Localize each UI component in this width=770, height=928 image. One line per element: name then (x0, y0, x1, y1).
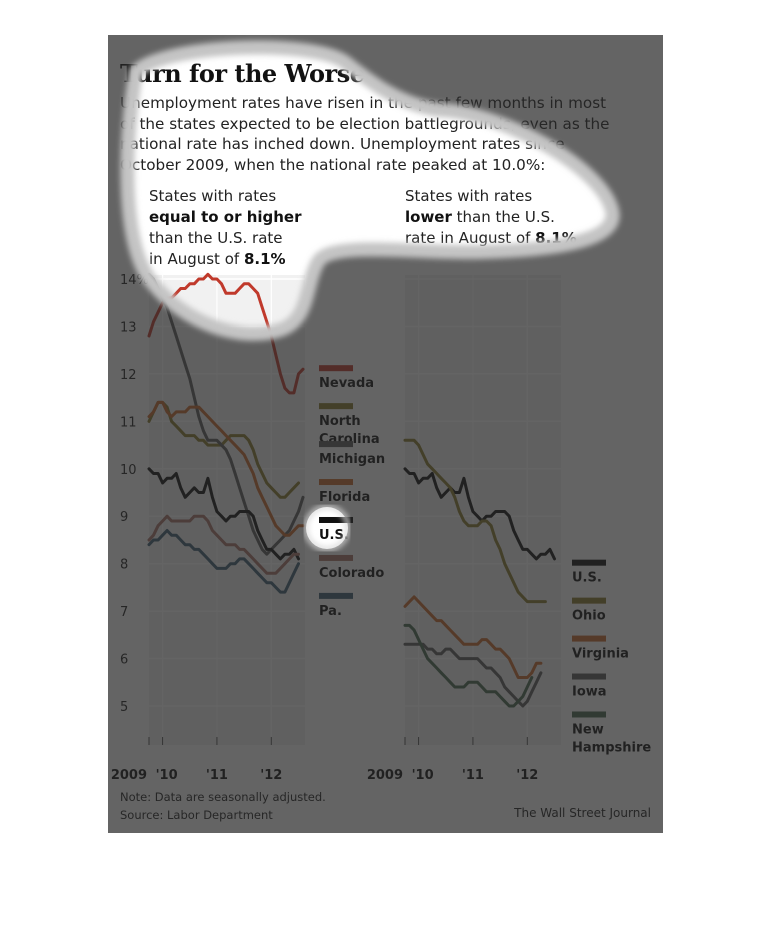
source-text: Source: Labor Department (120, 808, 273, 822)
legend-label: Virginia (572, 647, 629, 662)
chart-subtitle: Unemployment rates have risen in the pas… (120, 94, 610, 174)
y-tick-label: 13 (120, 320, 137, 335)
legend-swatch (572, 673, 606, 680)
group-label-bold: equal to or higher (149, 208, 302, 226)
x-tick-label: 2009 (367, 768, 403, 783)
legend-label: Pa. (319, 604, 342, 619)
legend-swatch (572, 597, 606, 604)
y-tick-label: 14% (120, 273, 149, 288)
legend-label: Colorado (319, 566, 384, 581)
legend-swatch (319, 554, 353, 561)
legend-label: Michigan (319, 452, 385, 467)
legend-label: Ohio (572, 609, 606, 624)
legend-label: Florida (319, 490, 370, 505)
footnote: Note: Data are seasonally adjusted. Sour… (120, 788, 326, 824)
plot-area (405, 275, 561, 745)
group-label-line: States with rates (149, 187, 277, 205)
legend-label: Nevada (319, 376, 374, 391)
legend-swatch (319, 516, 353, 523)
group-label-line: than the U.S. rate (149, 229, 283, 247)
group-label-line: than the U.S. (451, 208, 555, 226)
x-tick-label: 2009 (111, 768, 147, 783)
x-tick-label: '11 (462, 768, 484, 783)
legend-swatch (319, 441, 353, 448)
note-text: Note: Data are seasonally adjusted. (120, 790, 326, 804)
x-tick-label: '12 (260, 768, 282, 783)
group-label-lower: States with rates lower than the U.S. ra… (405, 186, 577, 249)
x-tick-label: '10 (412, 768, 434, 783)
y-tick-label: 7 (120, 605, 128, 620)
legend-swatch (319, 592, 353, 599)
chart-right: 2009 '10 '11 '12 U.S. Ohio Virginia Iowa New Hamp… (367, 275, 651, 783)
x-tick-label: '11 (206, 768, 228, 783)
y-tick-label: 12 (120, 368, 137, 383)
x-tick-label: '10 (156, 768, 178, 783)
chart-left: 567891011121314%2009'10'11'12NevadaNorth… (111, 272, 385, 783)
legend-swatch (572, 559, 606, 566)
legend-label: U.S. (572, 571, 602, 586)
group-label-bold: 8.1% (243, 250, 286, 268)
legend-swatch (319, 403, 353, 410)
legend-swatch (319, 365, 353, 372)
legend-swatch (319, 479, 353, 486)
legend-label: Iowa (572, 685, 607, 700)
group-label-higher: States with rates equal to or higher tha… (149, 186, 302, 270)
x-tick-label: '12 (516, 768, 538, 783)
y-tick-label: 9 (120, 510, 128, 525)
y-tick-label: 10 (120, 463, 137, 478)
y-tick-label: 11 (120, 415, 137, 430)
group-label-bold: lower (405, 208, 452, 226)
graphic-card: 5 6 7 8 9 10 11 12 13 14% 2009'10'11'12 Nevada North… (108, 35, 663, 833)
legend-label: U.S. (319, 528, 349, 543)
legend-swatch (572, 711, 606, 718)
credit-text: The Wall Street Journal (514, 806, 651, 820)
y-tick-label: 5 (120, 700, 128, 715)
y-tick-label: 6 (120, 653, 128, 668)
group-label-line: States with rates (405, 187, 533, 205)
plot-area (149, 275, 305, 745)
chart-title: Turn for the Worse (120, 59, 365, 88)
y-tick-label: 8 (120, 558, 128, 573)
legend-label: New Hampshire (572, 722, 651, 755)
legend-swatch (572, 635, 606, 642)
group-label-bold: 8.1% (535, 229, 577, 247)
group-label-line: in August of (149, 250, 244, 268)
group-label-line: rate in August of (405, 229, 536, 247)
